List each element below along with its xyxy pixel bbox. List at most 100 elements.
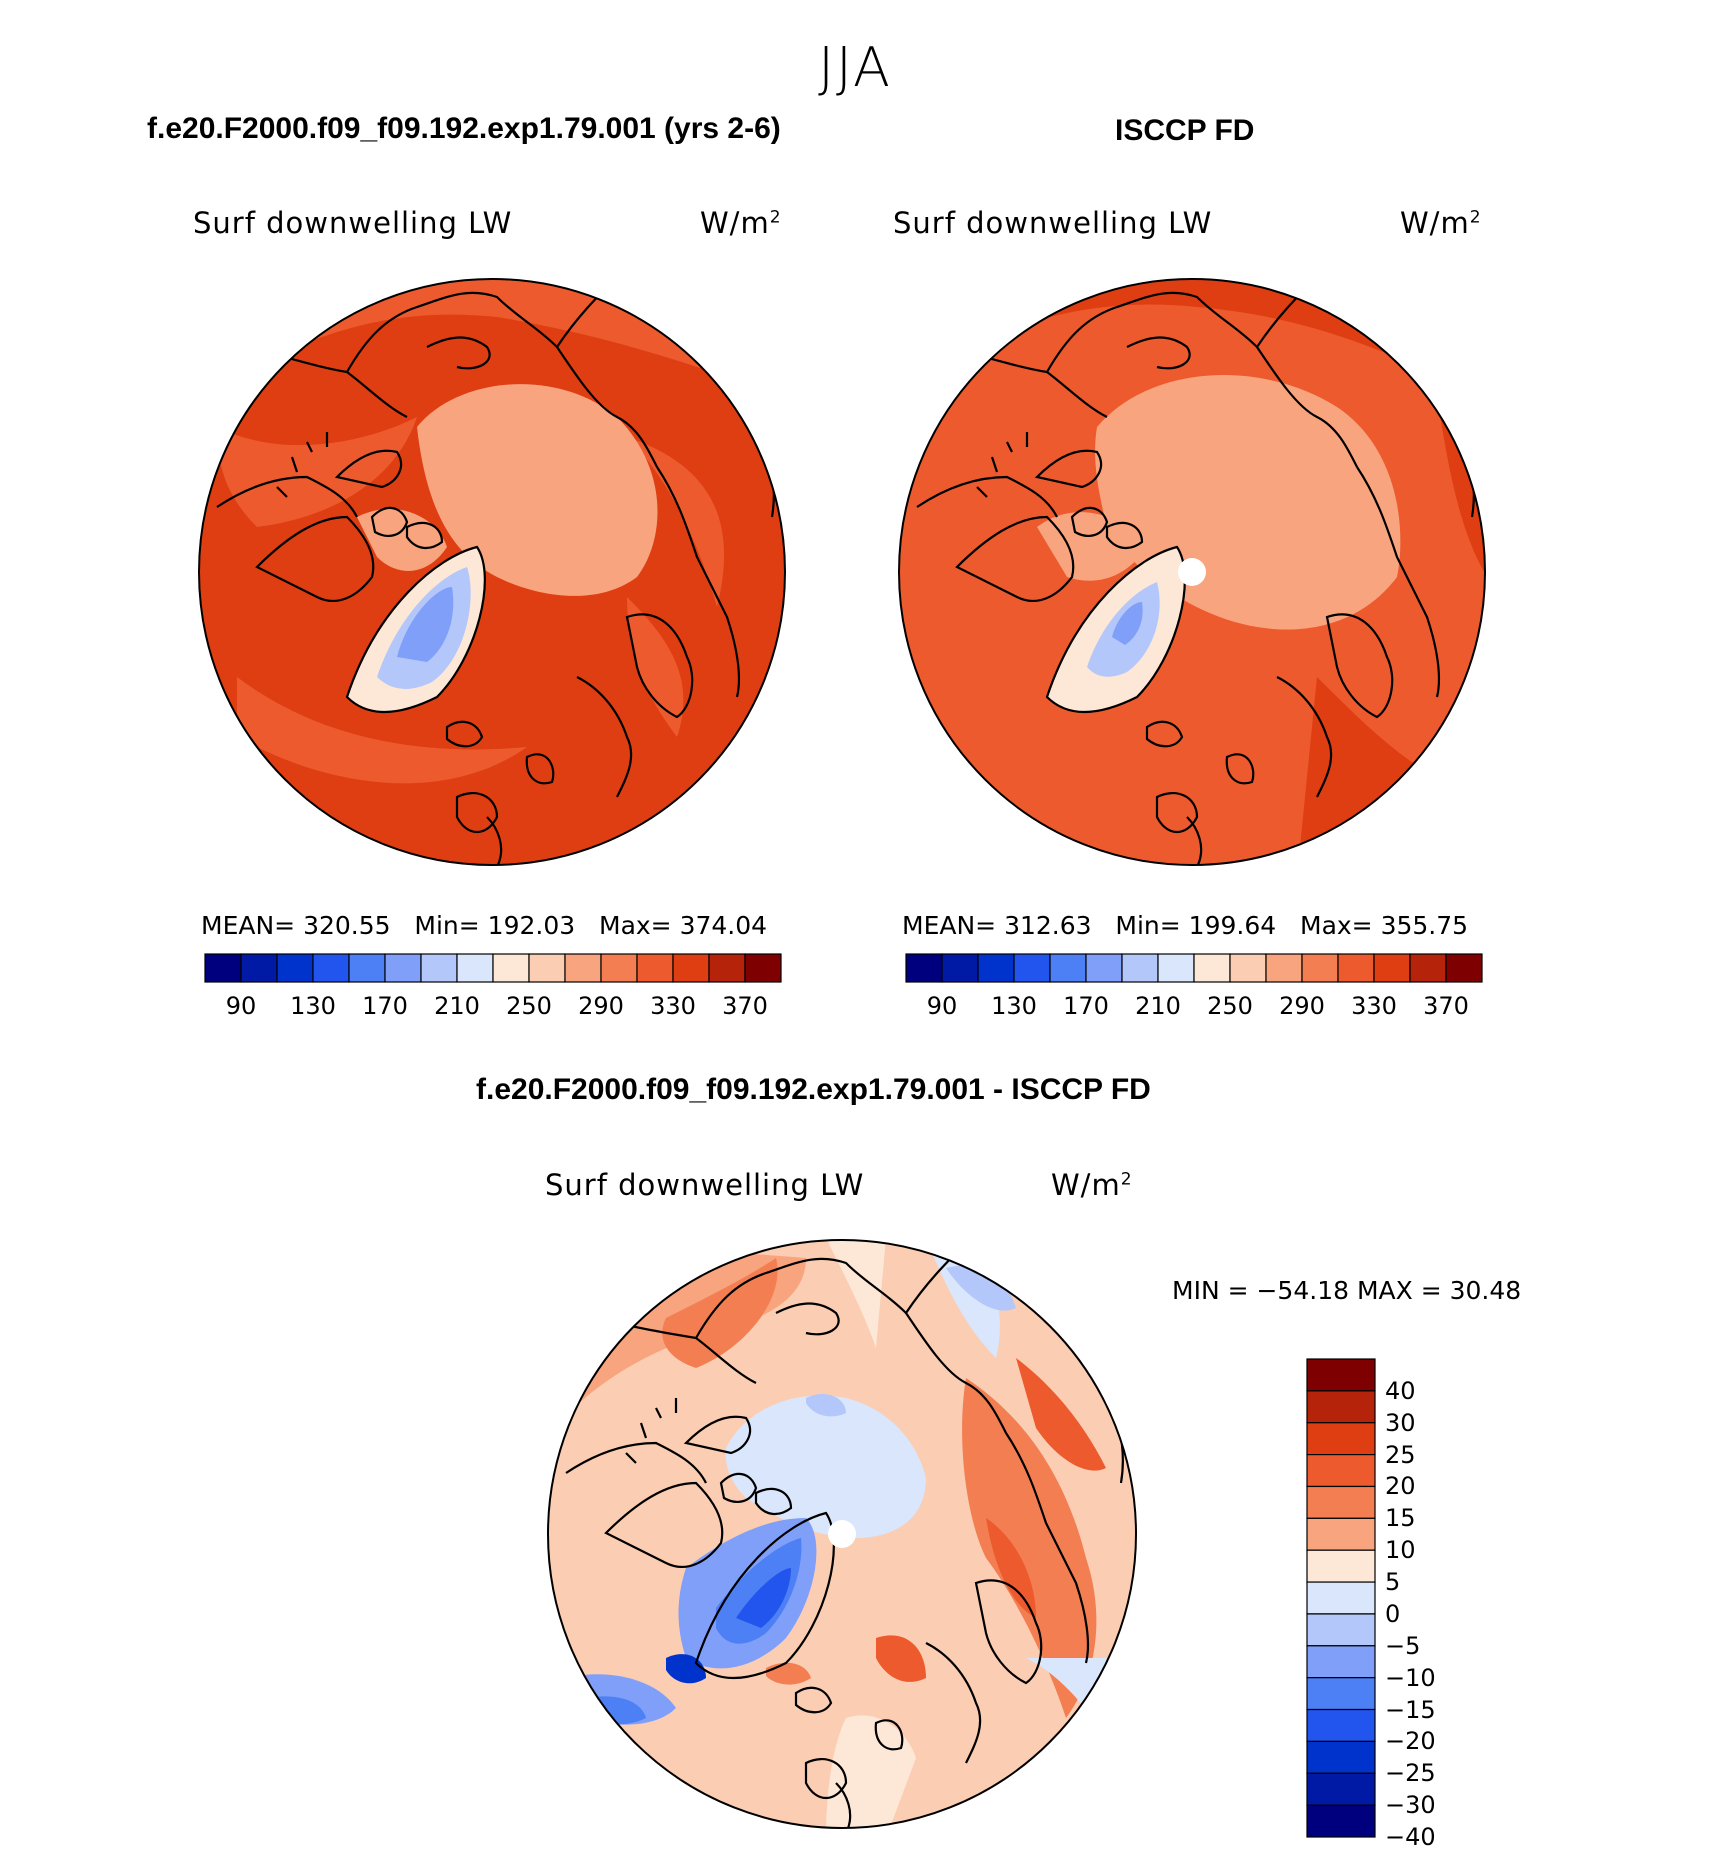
diff-units-label: W/m2 [1051, 1168, 1133, 1202]
model-colorbar-ticks: 90 130 170 210 250 290 330 370 [205, 992, 781, 1022]
obs-colorbar-swatch [1373, 953, 1411, 983]
obs-colorbar-swatch [1193, 953, 1231, 983]
obs-units-label: W/m2 [1400, 206, 1482, 240]
obs-colorbar-swatch [1229, 953, 1267, 983]
model-colorbar-swatch [528, 953, 566, 983]
diff-minmax: MIN = −54.18 MAX = 30.48 [1172, 1276, 1522, 1305]
obs-colorbar-swatch [905, 953, 943, 983]
diff-variable-label: Surf downwelling LW [545, 1168, 865, 1202]
diff-polar-map [547, 1239, 1137, 1829]
model-colorbar-tick-label: 290 [578, 992, 624, 1020]
diff-colorbar-tick-label: −30 [1385, 1791, 1436, 1820]
diff-colorbar-ticks: 40 30 25 20 15 10 5 0 −5 −10 −15 −20 −25 −30 −40 [1385, 1359, 1465, 1851]
diff-colorbar-tick-label: 15 [1385, 1504, 1416, 1533]
model-colorbar [204, 953, 782, 983]
model-colorbar-swatch [456, 953, 494, 983]
model-colorbar-tick-label: 250 [506, 992, 552, 1020]
diff-colorbar-tick-label: −10 [1385, 1663, 1436, 1692]
model-colorbar-swatch [600, 953, 638, 983]
model-colorbar-swatch [564, 953, 602, 983]
obs-colorbar-tick-label: 130 [991, 992, 1037, 1020]
model-stats: MEAN= 320.55 Min= 192.03 Max= 374.04 [201, 911, 768, 940]
diff-colorbar-swatch [1306, 1740, 1376, 1774]
diff-colorbar-swatch [1306, 1453, 1376, 1488]
diff-colorbar-tick-label: 5 [1385, 1568, 1401, 1597]
diff-colorbar-swatch [1306, 1358, 1376, 1392]
diff-colorbar-swatch [1306, 1485, 1376, 1519]
model-colorbar-swatch [348, 953, 386, 983]
diff-colorbar-swatch [1306, 1517, 1376, 1551]
obs-colorbar-swatch [977, 953, 1015, 983]
obs-colorbar-tick-label: 170 [1063, 992, 1109, 1020]
model-colorbar-swatch [672, 953, 710, 983]
model-colorbar-swatch [420, 953, 458, 983]
model-variable-label: Surf downwelling LW [193, 206, 513, 240]
model-colorbar-swatch [240, 953, 278, 983]
model-colorbar-tick-label: 330 [650, 992, 696, 1020]
obs-colorbar-swatch [1265, 953, 1303, 983]
diff-colorbar-swatch [1306, 1645, 1376, 1679]
diff-colorbar-tick-label: −20 [1385, 1727, 1436, 1756]
obs-colorbar-tick-label: 90 [926, 992, 958, 1020]
obs-colorbar-tick-label: 290 [1279, 992, 1325, 1020]
diff-colorbar-swatch [1306, 1677, 1376, 1711]
model-colorbar-swatch [276, 953, 314, 983]
season-title: JJA [818, 36, 892, 99]
diff-colorbar-swatch [1306, 1390, 1376, 1424]
obs-colorbar-tick-label: 250 [1207, 992, 1253, 1020]
model-polar-map [198, 278, 786, 866]
obs-colorbar-swatch [1337, 953, 1375, 983]
model-colorbar-swatch [492, 953, 530, 983]
obs-colorbar-swatch [1121, 953, 1159, 983]
diff-colorbar-tick-label: −15 [1385, 1695, 1436, 1724]
model-colorbar-swatch [744, 953, 782, 983]
diff-colorbar-swatch [1306, 1708, 1376, 1742]
model-colorbar-swatch [384, 953, 422, 983]
obs-variable-label: Surf downwelling LW [893, 206, 1213, 240]
model-colorbar-tick-label: 210 [434, 992, 480, 1020]
model-colorbar-swatch [204, 953, 242, 983]
model-units-label: W/m2 [700, 206, 782, 240]
diff-colorbar-swatch [1306, 1804, 1376, 1838]
diff-colorbar [1306, 1358, 1376, 1838]
model-panel-title: f.e20.F2000.f09_f09.192.exp1.79.001 (yrs… [147, 112, 781, 145]
diff-colorbar-swatch [1306, 1613, 1376, 1647]
diff-colorbar-tick-label: 30 [1385, 1408, 1416, 1437]
diff-pole-hole [828, 1520, 856, 1548]
diff-colorbar-tick-label: 20 [1385, 1472, 1416, 1501]
obs-pole-hole [1178, 558, 1206, 586]
obs-colorbar-swatch [1157, 953, 1195, 983]
obs-colorbar-swatch [1409, 953, 1447, 983]
obs-colorbar-tick-label: 370 [1423, 992, 1469, 1020]
obs-colorbar-swatch [1049, 953, 1087, 983]
diff-colorbar-swatch [1306, 1422, 1376, 1456]
model-colorbar-tick-label: 170 [362, 992, 408, 1020]
diff-colorbar-tick-label: −5 [1385, 1631, 1421, 1660]
diff-colorbar-tick-label: 10 [1385, 1536, 1416, 1565]
diff-colorbar-tick-label: −25 [1385, 1759, 1436, 1788]
obs-colorbar [905, 953, 1483, 983]
obs-colorbar-tick-label: 210 [1135, 992, 1181, 1020]
obs-colorbar-swatch [941, 953, 979, 983]
obs-colorbar-ticks: 90 130 170 210 250 290 330 370 [906, 992, 1482, 1022]
obs-colorbar-swatch [1013, 953, 1051, 983]
obs-stats: MEAN= 312.63 Min= 199.64 Max= 355.75 [902, 911, 1469, 940]
obs-colorbar-swatch [1301, 953, 1339, 983]
model-colorbar-tick-label: 90 [225, 992, 257, 1020]
model-colorbar-swatch [636, 953, 674, 983]
model-colorbar-tick-label: 130 [290, 992, 336, 1020]
obs-panel-title: ISCCP FD [1115, 114, 1255, 147]
obs-colorbar-swatch [1085, 953, 1123, 983]
diff-colorbar-swatch [1306, 1549, 1376, 1583]
diff-colorbar-tick-label: 40 [1385, 1376, 1416, 1405]
diff-colorbar-swatch [1306, 1772, 1376, 1806]
model-colorbar-tick-label: 370 [722, 992, 768, 1020]
diff-panel-title: f.e20.F2000.f09_f09.192.exp1.79.001 - IS… [476, 1073, 1151, 1106]
obs-colorbar-tick-label: 330 [1351, 992, 1397, 1020]
model-colorbar-swatch [708, 953, 746, 983]
model-colorbar-swatch [312, 953, 350, 983]
diff-colorbar-tick-label: 0 [1385, 1599, 1401, 1628]
diff-colorbar-tick-label: 25 [1385, 1440, 1416, 1469]
diff-colorbar-swatch [1306, 1581, 1376, 1615]
obs-colorbar-swatch [1445, 953, 1483, 983]
